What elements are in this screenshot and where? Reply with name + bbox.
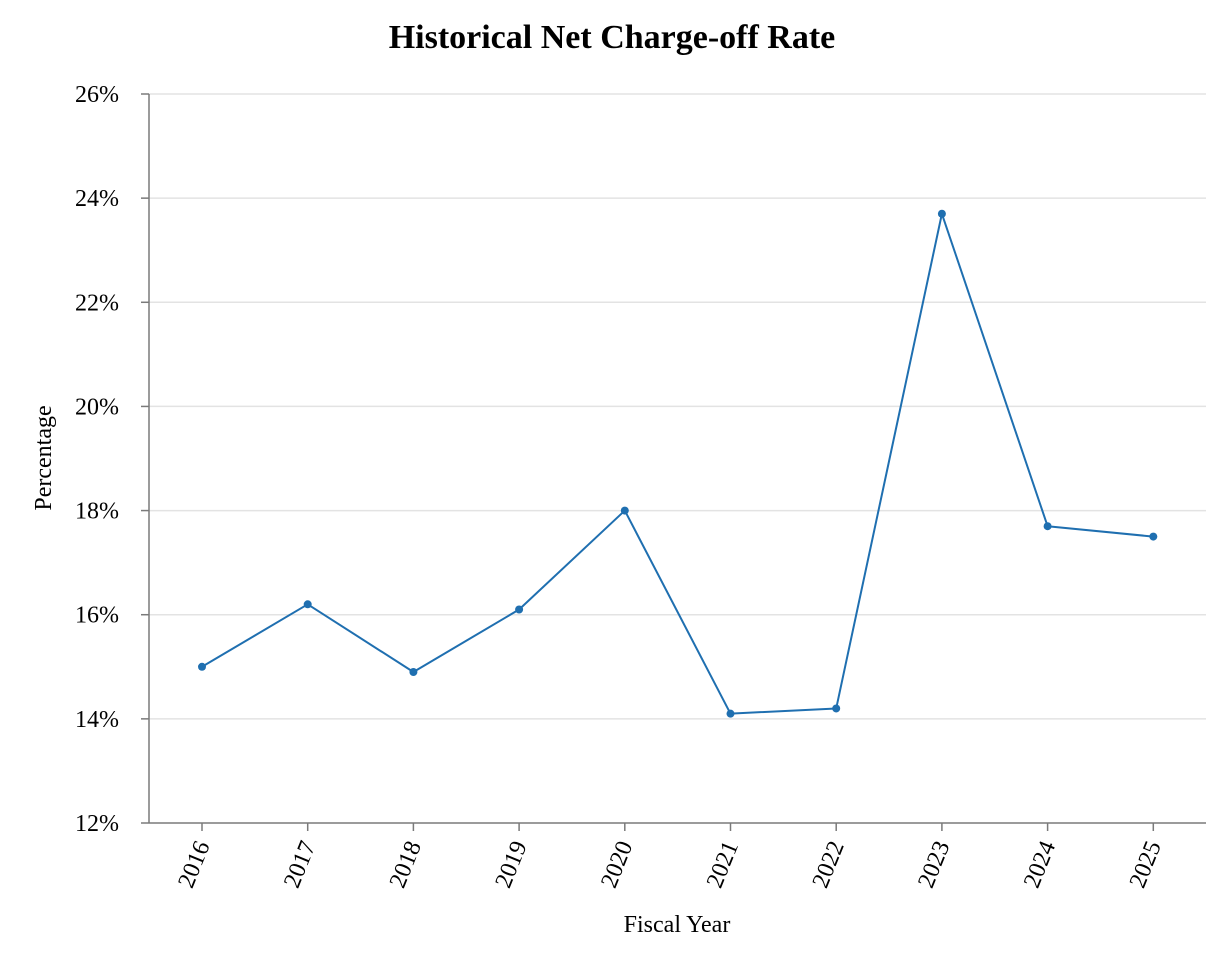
x-tick-label: 2018	[385, 838, 427, 892]
x-tick-label: 2022	[808, 838, 850, 892]
y-tick-label: 16%	[75, 603, 119, 629]
gridlines	[149, 93, 1206, 720]
y-axis-ticks: 12% 14% 16% 18% 20% 22% 24% 26%	[75, 82, 149, 837]
chart-title: Historical Net Charge-off Rate	[389, 19, 836, 56]
x-tick-label: 2023	[913, 838, 955, 892]
y-tick-label: 24%	[75, 186, 119, 212]
y-tick-label: 22%	[75, 290, 119, 316]
x-tick-label: 2019	[491, 838, 533, 892]
series-layer	[198, 209, 1158, 718]
x-tick-label: 2021	[702, 838, 744, 892]
data-point-2024	[1043, 522, 1052, 531]
data-point-2022	[832, 704, 841, 713]
data-point-2025	[1149, 532, 1158, 541]
x-tick-label: 2025	[1125, 838, 1167, 892]
y-tick-label: 18%	[75, 499, 119, 525]
x-axis-label: Fiscal Year	[624, 912, 731, 938]
x-tick-label: 2020	[596, 838, 638, 892]
data-point-2016	[198, 662, 206, 671]
y-tick-label: 20%	[75, 394, 119, 420]
data-point-2018	[409, 667, 418, 676]
data-point-2019	[515, 605, 524, 614]
y-tick-label: 12%	[75, 811, 119, 837]
x-axis-ticks: 2016 2017 2018 2019 2020 2021 2022 2023 2024 2025	[173, 823, 1167, 892]
x-tick-label: 2017	[279, 838, 321, 892]
y-tick-label: 14%	[75, 707, 119, 733]
data-point-2021	[726, 709, 735, 718]
x-tick-label: 2016	[173, 838, 215, 892]
y-tick-label: 26%	[75, 82, 119, 108]
series-line	[201, 212, 1154, 715]
y-axis-label: Percentage	[31, 405, 57, 510]
data-point-2017	[303, 600, 312, 609]
axes	[148, 94, 1206, 824]
data-point-2023	[937, 209, 946, 218]
data-point-2020	[620, 506, 629, 515]
x-tick-label: 2024	[1019, 838, 1061, 892]
